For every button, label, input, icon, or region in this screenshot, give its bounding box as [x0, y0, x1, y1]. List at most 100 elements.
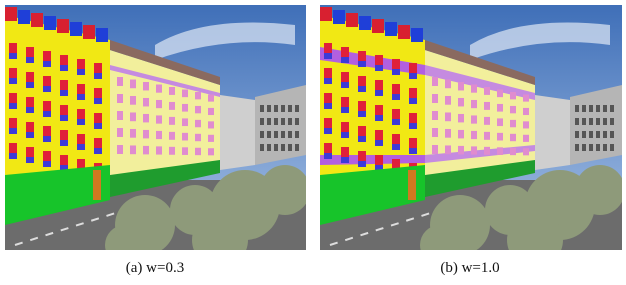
- window: [130, 145, 136, 154]
- roof-block: [44, 16, 56, 30]
- window: [94, 123, 102, 129]
- window: [358, 101, 366, 111]
- window: [143, 146, 149, 154]
- window: [324, 68, 332, 78]
- window: [26, 72, 34, 82]
- window: [510, 120, 516, 127]
- window: [497, 133, 503, 141]
- window: [603, 131, 607, 138]
- window: [603, 118, 607, 125]
- roof-block: [96, 28, 108, 42]
- window: [392, 119, 400, 125]
- window: [117, 128, 123, 137]
- window: [375, 105, 383, 115]
- window: [208, 108, 214, 115]
- roof-block: [83, 25, 95, 39]
- window: [156, 131, 162, 139]
- window: [589, 131, 593, 138]
- window: [409, 123, 417, 129]
- window: [471, 131, 477, 139]
- window: [117, 94, 123, 103]
- window: [341, 72, 349, 82]
- window: [432, 77, 438, 86]
- window: [26, 82, 34, 88]
- window: [295, 144, 299, 151]
- window: [445, 145, 451, 154]
- window: [497, 90, 503, 98]
- window: [596, 105, 600, 112]
- window: [260, 105, 264, 112]
- window: [575, 131, 579, 138]
- window: [484, 102, 490, 110]
- window: [60, 140, 68, 146]
- window: [510, 134, 516, 141]
- window: [43, 111, 51, 117]
- window: [130, 129, 136, 138]
- window: [575, 144, 579, 151]
- window: [295, 118, 299, 125]
- window: [43, 86, 51, 92]
- window: [409, 138, 417, 148]
- window: [43, 76, 51, 86]
- window: [60, 130, 68, 140]
- window: [77, 94, 85, 100]
- window: [195, 148, 201, 155]
- window: [596, 131, 600, 138]
- roof-block: [70, 22, 82, 36]
- window: [484, 132, 490, 140]
- window: [26, 47, 34, 57]
- window: [409, 113, 417, 123]
- window: [43, 161, 51, 167]
- window: [169, 132, 175, 140]
- window: [117, 77, 123, 86]
- window: [375, 115, 383, 121]
- window: [26, 122, 34, 132]
- window: [375, 55, 383, 65]
- window: [9, 103, 17, 109]
- window: [130, 80, 136, 89]
- window: [610, 118, 614, 125]
- window: [582, 118, 586, 125]
- window: [432, 94, 438, 103]
- window: [497, 147, 503, 155]
- window: [358, 51, 366, 61]
- window: [409, 73, 417, 79]
- window: [156, 146, 162, 154]
- window: [432, 145, 438, 154]
- window: [341, 57, 349, 63]
- window: [77, 84, 85, 94]
- window: [208, 121, 214, 128]
- window: [208, 148, 214, 155]
- window: [324, 118, 332, 128]
- window: [510, 148, 516, 155]
- window: [510, 106, 516, 113]
- window: [458, 114, 464, 122]
- window: [392, 84, 400, 94]
- window: [575, 118, 579, 125]
- window: [458, 146, 464, 154]
- window: [195, 120, 201, 127]
- window: [77, 134, 85, 144]
- window: [274, 144, 278, 151]
- window: [60, 65, 68, 71]
- roof-block: [411, 28, 423, 42]
- window: [497, 104, 503, 112]
- window: [9, 53, 17, 59]
- far-building: [220, 95, 255, 170]
- window: [358, 76, 366, 86]
- window: [324, 128, 332, 134]
- window: [341, 157, 349, 163]
- roof-block: [346, 13, 358, 27]
- window: [77, 119, 85, 125]
- window: [94, 98, 102, 104]
- window: [589, 105, 593, 112]
- window: [358, 136, 366, 142]
- window: [295, 131, 299, 138]
- window: [9, 43, 17, 53]
- window: [375, 90, 383, 96]
- window: [156, 100, 162, 108]
- window: [392, 94, 400, 100]
- window: [26, 157, 34, 163]
- window: [288, 144, 292, 151]
- window: [195, 106, 201, 113]
